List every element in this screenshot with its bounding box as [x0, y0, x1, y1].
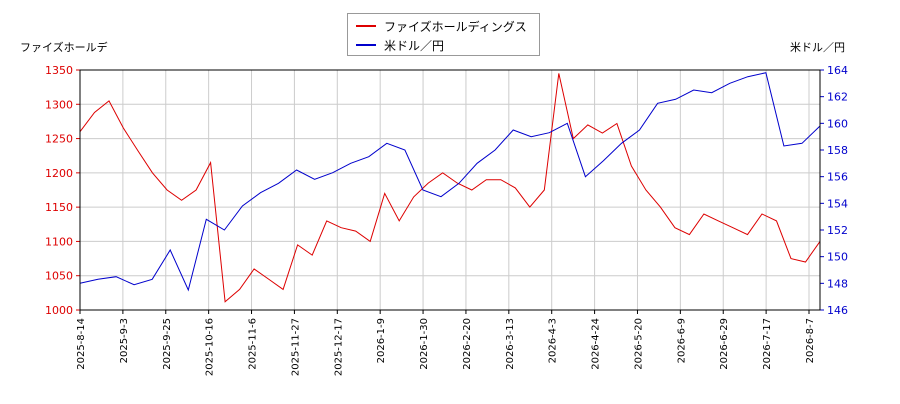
x-tick-label: 2025-11-6	[248, 318, 259, 370]
x-tick-label: 2026-4-24	[591, 318, 602, 370]
right-tick-label: 156	[827, 171, 848, 184]
x-tick-label: 2026-1-9	[376, 318, 387, 363]
x-tick-label: 2026-5-20	[633, 318, 644, 370]
right-tick-label: 162	[827, 91, 848, 104]
legend-swatch-usdjpy	[356, 44, 376, 46]
legend-label-stock: ファイズホールディングス	[384, 19, 527, 34]
left-tick-label: 1050	[45, 270, 73, 283]
right-tick-label: 160	[827, 117, 848, 130]
legend-swatch-stock	[356, 25, 376, 27]
x-tick-label: 2025-8-14	[76, 318, 87, 370]
right-tick-label: 150	[827, 251, 848, 264]
x-tick-label: 2026-3-13	[505, 318, 516, 370]
left-tick-label: 1200	[45, 167, 73, 180]
legend: ファイズホールディングス 米ドル／円	[347, 13, 540, 56]
x-tick-label: 2026-8-7	[805, 318, 816, 363]
series-line-stock	[79, 73, 821, 303]
legend-item-stock: ファイズホールディングス	[356, 17, 527, 35]
x-tick-label: 2026-1-30	[419, 318, 430, 370]
left-axis-title: ファイズホールデ	[20, 41, 108, 54]
x-tick-label: 2025-10-16	[205, 318, 216, 376]
legend-item-usdjpy: 米ドル／円	[356, 36, 444, 54]
x-tick-label: 2026-4-3	[548, 318, 559, 363]
left-tick-label: 1150	[45, 201, 73, 214]
right-tick-label: 146	[827, 304, 848, 317]
right-tick-label: 164	[827, 64, 848, 77]
left-tick-label: 1250	[45, 133, 73, 146]
right-tick-label: 158	[827, 144, 848, 157]
x-tick-label: 2025-11-27	[290, 318, 301, 376]
left-tick-label: 1100	[45, 235, 73, 248]
x-tick-label: 2026-6-29	[719, 318, 730, 370]
right-axis-title: 米ドル／円	[790, 41, 845, 54]
left-tick-label: 1300	[45, 98, 73, 111]
legend-label-usdjpy: 米ドル／円	[384, 38, 445, 53]
x-tick-label: 2025-9-25	[162, 318, 173, 370]
left-tick-label: 1350	[45, 64, 73, 77]
x-tick-label: 2025-9-3	[119, 318, 130, 363]
right-tick-label: 152	[827, 224, 848, 237]
x-tick-label: 2026-7-17	[762, 318, 773, 370]
series-line-usdjpy	[79, 72, 821, 292]
right-tick-label: 148	[827, 277, 848, 290]
right-tick-label: 154	[827, 197, 848, 210]
left-tick-label: 1000	[45, 304, 73, 317]
x-tick-label: 2026-6-9	[676, 318, 687, 363]
x-tick-label: 2025-12-17	[333, 318, 344, 376]
x-tick-label: 2026-2-20	[462, 318, 473, 370]
plot-frame	[79, 69, 821, 311]
